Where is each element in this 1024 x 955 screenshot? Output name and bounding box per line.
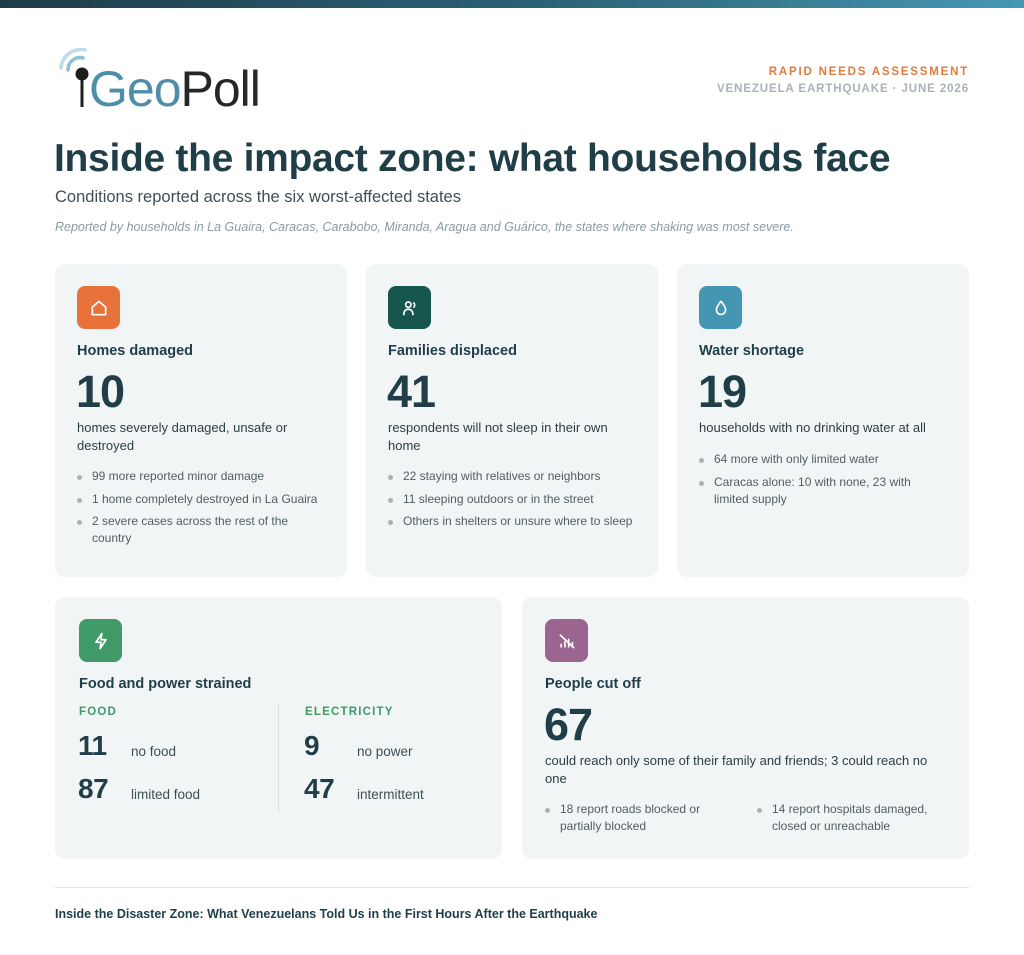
footer-divider (55, 887, 969, 888)
card-title: People cut off (545, 676, 641, 692)
detail-list: 64 more with only limited water Caracas … (699, 451, 929, 513)
column-divider (278, 704, 279, 813)
headline-description: respondents will not sleep in their own … (388, 420, 608, 453)
card-food-and-power: Food and power strained FOOD 11 no food … (55, 597, 502, 859)
headline-description: homes severely damaged, unsafe or destro… (77, 420, 288, 453)
report-kicker: RAPID NEEDS ASSESSMENT (768, 66, 969, 78)
food-none-label: no food (131, 744, 177, 759)
report-meta: RAPID NEEDS ASSESSMENT VENEZUELA EARTHQU… (717, 65, 969, 96)
signal-pin-icon (59, 48, 89, 107)
list-item: 99 more reported minor damage (77, 468, 327, 485)
card-title: Families displaced (388, 343, 517, 359)
food-none-value: 11 (78, 730, 107, 761)
headline-value: 10 (76, 366, 125, 417)
food-column-label: FOOD (79, 706, 118, 718)
geopoll-logo: GeoPoll (55, 48, 295, 117)
detail-list: 22 staying with relatives or neighbors 1… (388, 468, 648, 536)
top-accent-bar (0, 0, 1024, 8)
detail-list: 14 report hospitals damaged, closed or u… (757, 801, 947, 841)
logo-geo-text: Geo (89, 61, 182, 117)
page-subtitle: Conditions reported across the six worst… (55, 188, 461, 206)
water-drop-icon (699, 286, 742, 329)
detail-list: 99 more reported minor damage 1 home com… (77, 468, 327, 553)
no-signal-icon (545, 619, 588, 662)
logo-wordmark: GeoPoll (89, 61, 261, 117)
list-item: Others in shelters or unsure where to sl… (388, 513, 648, 530)
card-title: Water shortage (699, 343, 805, 359)
list-item: 18 report roads blocked or partially blo… (545, 801, 725, 835)
power-intermittent-value: 47 (304, 773, 335, 804)
card-families-displaced: Families displaced 41 respondents will n… (366, 264, 658, 577)
headline-value: 19 (698, 366, 747, 417)
card-title: Homes damaged (77, 343, 194, 359)
headline-value: 67 (544, 699, 593, 750)
list-item: 14 report hospitals damaged, closed or u… (757, 801, 947, 835)
electricity-column-label: ELECTRICITY (305, 706, 394, 718)
card-homes-damaged: Homes damaged 10 homes severely damaged,… (55, 264, 347, 577)
home-icon (77, 286, 120, 329)
logo-poll-text: Poll (180, 61, 261, 117)
food-limited-label: limited food (131, 787, 201, 802)
list-item: 64 more with only limited water (699, 451, 929, 468)
lightning-icon (79, 619, 122, 662)
person-icon (388, 286, 431, 329)
list-item: 1 home completely destroyed in La Guaira (77, 491, 327, 508)
report-event: VENEZUELA EARTHQUAKE · JUNE 2026 (716, 83, 969, 95)
detail-list: 18 report roads blocked or partially blo… (545, 801, 725, 841)
headline-description: households with no drinking water at all (699, 420, 926, 435)
list-item: 11 sleeping outdoors or in the street (388, 491, 648, 508)
card-water-shortage: Water shortage 19 households with no dri… (677, 264, 969, 577)
card-people-cut-off: People cut off 67 could reach only some … (522, 597, 969, 859)
footer-title: Inside the Disaster Zone: What Venezuela… (55, 907, 598, 921)
power-none-value: 9 (304, 730, 320, 761)
list-item: 2 severe cases across the rest of the co… (77, 513, 327, 547)
food-limited-value: 87 (78, 773, 109, 804)
page-title: Inside the impact zone: what households … (54, 137, 891, 180)
card-title: Food and power strained (79, 676, 252, 692)
power-intermittent-label: intermittent (357, 787, 424, 802)
list-item: Caracas alone: 10 with none, 23 with lim… (699, 474, 929, 508)
source-note: Reported by households in La Guaira, Car… (55, 220, 794, 234)
power-none-label: no power (357, 744, 413, 759)
headline-value: 41 (387, 366, 436, 417)
list-item: 22 staying with relatives or neighbors (388, 468, 648, 485)
headline-description: could reach only some of their family an… (545, 753, 928, 786)
